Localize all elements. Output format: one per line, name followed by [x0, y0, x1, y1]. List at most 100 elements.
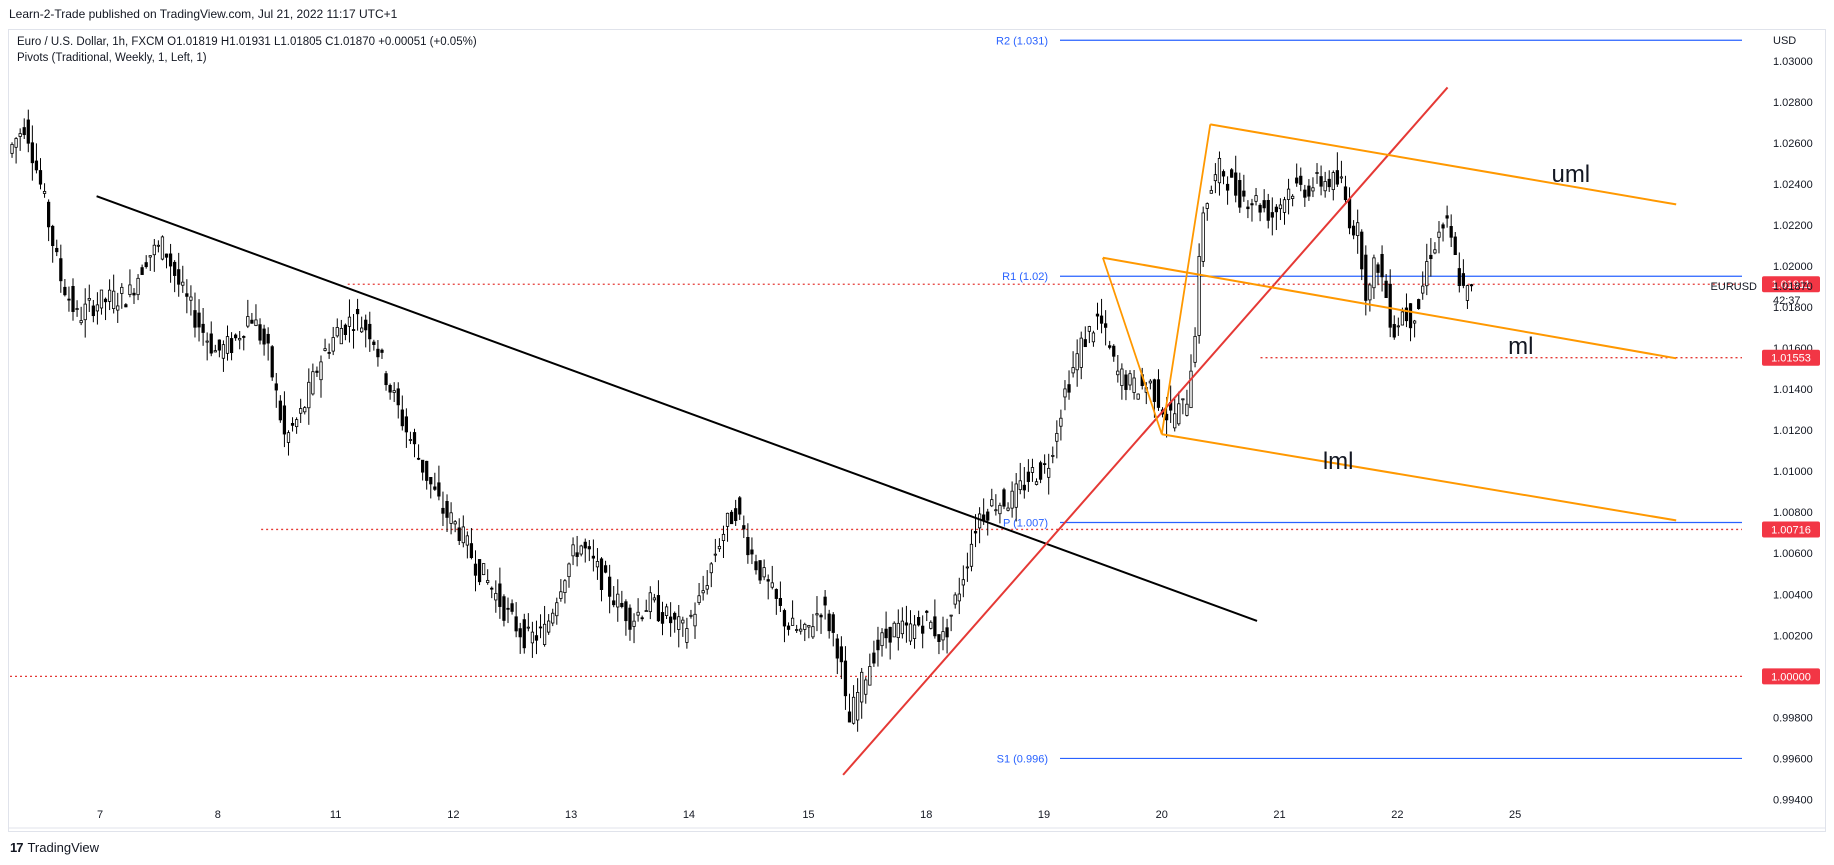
candle-body: [1091, 332, 1096, 343]
y-tick-label: 1.02600: [1773, 138, 1813, 150]
annotation-lml[interactable]: lml: [1323, 448, 1354, 475]
candle-body: [518, 628, 522, 638]
candle-body: [929, 621, 933, 629]
candle-body: [1010, 490, 1014, 509]
publisher-caption: Learn-2-Trade published on TradingView.c…: [9, 7, 398, 21]
candle-body: [234, 334, 238, 339]
candle-body: [364, 319, 368, 331]
x-tick-label: 15: [802, 809, 814, 821]
candle-body: [945, 627, 949, 638]
candle-body: [1014, 483, 1018, 508]
candle-body: [1461, 273, 1465, 286]
candle-body: [1327, 178, 1331, 188]
candle-body: [177, 269, 181, 285]
candle-body: [1347, 198, 1352, 229]
candle-body: [1433, 249, 1437, 254]
downtrend-trendline[interactable]: [96, 195, 1258, 622]
tradingview-footer[interactable]: 17 TradingView: [10, 840, 99, 855]
candle-body: [201, 323, 205, 333]
candle-body: [1392, 324, 1396, 338]
candle-body: [1238, 180, 1242, 208]
candle-body: [290, 422, 295, 426]
candle-body: [229, 338, 234, 354]
candle-body: [1303, 189, 1307, 198]
candle-body: [120, 286, 124, 294]
candle-body: [1254, 195, 1258, 202]
x-tick-label: 8: [215, 809, 221, 821]
candle-body: [547, 620, 551, 633]
candle-body: [355, 308, 360, 315]
candle-body: [872, 652, 876, 664]
candle-body: [18, 133, 22, 137]
candle-body: [486, 580, 490, 583]
candle-body: [803, 623, 807, 630]
candle-body: [506, 607, 510, 610]
candle-body: [542, 623, 547, 645]
candle-body: [1388, 283, 1392, 328]
candle-body: [774, 589, 778, 599]
candle-body: [616, 593, 620, 608]
candle-body: [1075, 353, 1079, 371]
y-tick-label: 1.00200: [1773, 630, 1813, 642]
tradingview-brand: TradingView: [27, 840, 100, 855]
candle-body: [827, 613, 831, 632]
candle-body: [937, 634, 941, 642]
candle-body: [1225, 183, 1230, 191]
candle-body: [160, 236, 165, 260]
y-tick-label: 1.02800: [1773, 97, 1813, 109]
candle-body: [55, 247, 59, 253]
candle-body: [1116, 370, 1120, 376]
candle-body: [1193, 336, 1197, 363]
candle-body: [961, 579, 965, 586]
candle-body: [132, 292, 136, 296]
candle-body: [1047, 467, 1051, 478]
candle-body: [429, 476, 433, 485]
uptrend-trendline[interactable]: [842, 86, 1449, 776]
candle-body: [189, 296, 193, 301]
candle-body: [514, 616, 518, 632]
candle-body: [1364, 254, 1368, 301]
candle-body: [664, 606, 669, 616]
candle-body: [278, 400, 282, 421]
candle-body: [95, 304, 100, 312]
candle-body: [262, 328, 266, 345]
candle-body: [1201, 212, 1205, 262]
candle-body: [421, 459, 425, 473]
candle-body: [26, 119, 30, 144]
candle-body: [502, 596, 506, 621]
pitchfork-lml-line[interactable]: [1161, 433, 1677, 522]
candle-body: [953, 594, 957, 605]
candle-body: [408, 439, 413, 441]
candle-body: [551, 612, 555, 624]
candle-body: [908, 623, 913, 642]
candle-body: [1258, 204, 1262, 213]
pitchfork-ml-line[interactable]: [1102, 256, 1677, 360]
candle-body: [925, 610, 929, 613]
candle-body: [1099, 315, 1104, 324]
candle-body: [977, 513, 982, 529]
x-tick-label: 19: [1038, 809, 1050, 821]
candle-body: [819, 614, 823, 618]
candle-body: [782, 610, 787, 627]
candle-body: [425, 460, 429, 481]
pitchfork-handle[interactable]: [1102, 124, 1212, 435]
candle-body: [205, 340, 209, 343]
candle-body: [396, 388, 400, 406]
candle-body: [1189, 370, 1193, 409]
pitchfork-uml-line[interactable]: [1210, 123, 1677, 206]
candle-body: [534, 635, 539, 641]
candle-body: [795, 629, 799, 631]
annotation-ml[interactable]: ml: [1508, 333, 1533, 360]
symbol-legend[interactable]: Euro / U.S. Dollar, 1h, FXCM O1.01819 H1…: [17, 36, 477, 48]
candle-body: [986, 511, 990, 521]
indicator-legend[interactable]: Pivots (Traditional, Weekly, 1, Left, 1): [17, 52, 207, 64]
candle-body: [1079, 337, 1083, 368]
candle-body: [876, 639, 880, 651]
candle-body: [266, 333, 270, 344]
y-tick-label: 0.99400: [1773, 794, 1813, 806]
annotation-uml[interactable]: uml: [1551, 161, 1590, 188]
chart-frame: [8, 29, 1826, 832]
candle-body: [1429, 254, 1433, 260]
candle-body: [1002, 489, 1006, 507]
